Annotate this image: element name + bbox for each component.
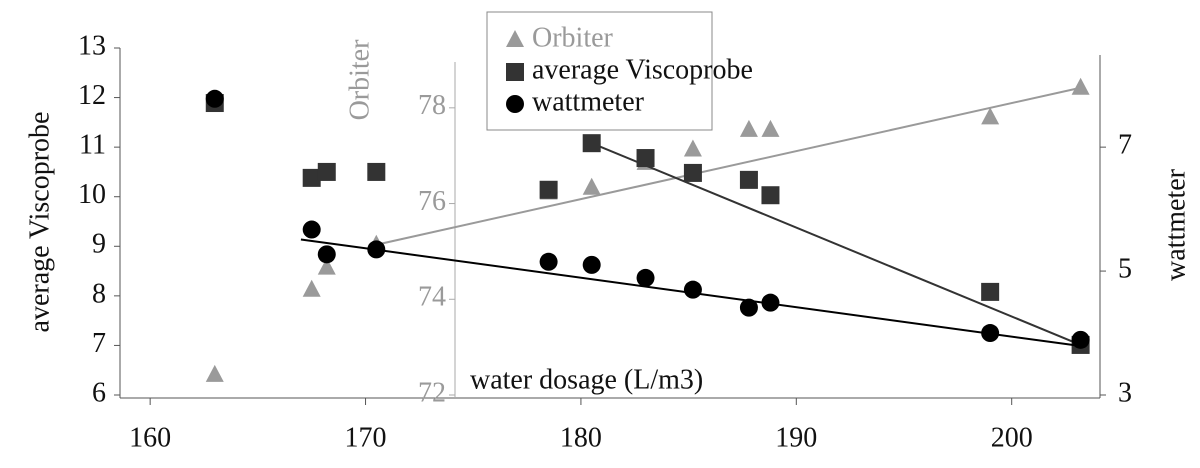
point [367,240,386,259]
point [317,162,336,181]
y2-tick-label: 74 [418,282,446,313]
point [539,180,558,199]
point [582,177,601,195]
y3-tick-label: 5 [1118,253,1132,284]
y2-tick-label: 76 [418,186,446,217]
trend-line [376,86,1081,246]
point [981,324,1000,343]
point [981,282,1000,301]
point [367,162,386,181]
legend-marker [506,30,524,47]
y-tick-label: 8 [92,278,106,309]
point [302,220,321,239]
point [205,364,224,382]
y-axis-label: average Viscoprobe [24,112,55,333]
legend-marker [506,63,524,81]
point [205,89,224,108]
y-tick-label: 10 [78,179,106,210]
legend-box [486,11,713,131]
point [739,170,758,189]
point [683,163,702,182]
x-tick-label: 170 [345,422,387,453]
legend-label: wattmeter [532,86,645,117]
point [582,134,601,153]
x-tick-label: 180 [560,422,602,453]
legend-label: Orbiter [532,22,614,53]
point [739,119,758,137]
x-tick-label: 200 [991,422,1033,453]
point [683,139,702,157]
point [317,245,336,264]
point [739,298,758,317]
y-tick-label: 7 [92,328,106,359]
point [761,186,780,205]
y2-axis-label: Orbiter [344,39,375,121]
y3-axis-label: wattmeter [1160,168,1191,281]
x-tick-label: 160 [129,422,171,453]
point [302,279,321,297]
point [683,280,702,299]
point [761,293,780,312]
y-tick-label: 13 [78,30,106,61]
y3-tick-label: 3 [1118,377,1132,408]
x-tick-label: 190 [775,422,817,453]
point [317,257,336,275]
y-tick-label: 9 [92,229,106,260]
point [761,119,780,137]
point [1071,330,1090,349]
point [636,268,655,287]
x-axis-label: water dosage (L/m3) [470,364,703,395]
point [636,149,655,168]
y3-tick-label: 7 [1118,130,1132,161]
y-tick-label: 12 [78,80,106,111]
legend-label: average Viscoprobe [532,54,753,85]
trend-line [591,142,1081,346]
legend-marker [506,95,524,113]
point [582,255,601,274]
point [1071,77,1090,95]
y-tick-label: 6 [92,377,106,408]
point [539,252,558,271]
point [981,107,1000,125]
y2-tick-label: 78 [418,90,446,121]
y-tick-label: 11 [79,130,106,161]
y2-tick-label: 72 [418,377,446,408]
point [302,168,321,187]
